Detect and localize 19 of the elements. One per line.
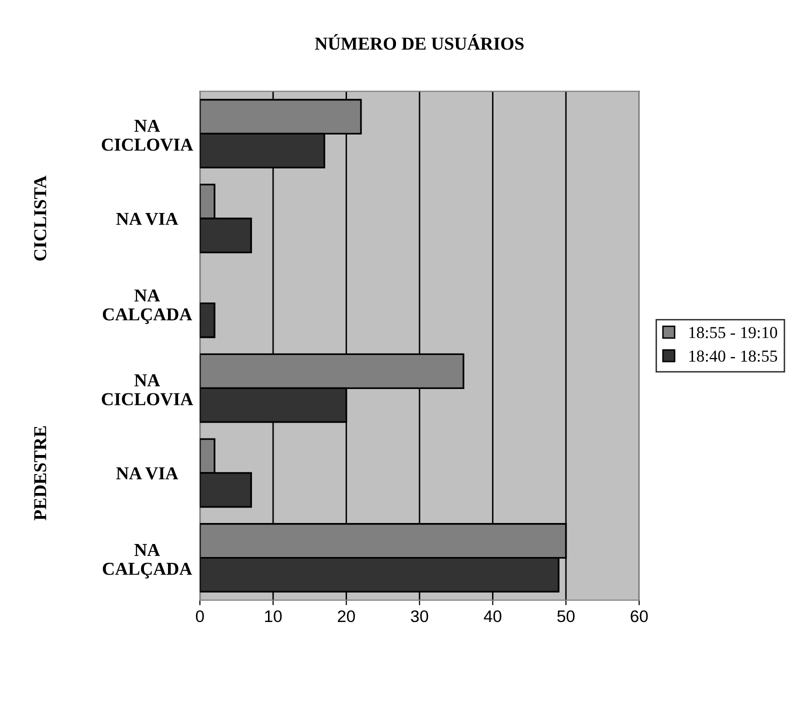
y-tick-label: NA CICLOVIA	[102, 120, 194, 151]
text: CICLISTA	[34, 176, 46, 261]
legend-label: 18:40 - 18:55	[689, 350, 778, 362]
y-tick-label: NA VIA	[116, 212, 178, 226]
x-tick-label: 20	[338, 610, 355, 622]
x-tick-label: 30	[410, 610, 428, 622]
y-tick-label: NA CALÇADA	[102, 289, 192, 324]
y-tick-label: NA CALÇADA	[102, 544, 192, 578]
y-tick-label: NA CICLOVIA	[102, 374, 194, 406]
chart-title: NÚMERO DE USUÁRIOS	[315, 34, 524, 50]
x-tick-label: 40	[484, 610, 502, 622]
bar	[200, 302, 216, 338]
x-tick-label: 50	[557, 610, 575, 622]
legend-label: 18:55 - 19:10	[689, 326, 778, 338]
x-tick-label: 10	[265, 610, 282, 622]
y-tick-label: NA VIA	[116, 467, 178, 480]
x-tick-label: 0	[196, 610, 204, 622]
x-tick-label: 60	[630, 610, 648, 622]
text: PEDESTRE	[34, 426, 46, 520]
